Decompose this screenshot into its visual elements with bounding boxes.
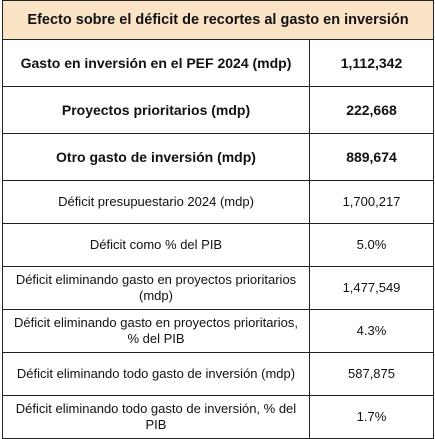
- table-row: Déficit eliminando gasto en proyectos pr…: [2, 309, 434, 353]
- table-row: Déficit eliminando gasto en proyectos pr…: [2, 266, 434, 310]
- table-title: Efecto sobre el déficit de recortes al g…: [2, 0, 434, 40]
- row-label: Déficit eliminando todo gasto de inversi…: [2, 352, 310, 396]
- row-label: Déficit eliminando gasto en proyectos pr…: [2, 266, 310, 310]
- row-value: 889,674: [309, 133, 434, 181]
- row-value: 1,477,549: [309, 266, 434, 310]
- row-label: Proyectos prioritarios (mdp): [2, 86, 310, 134]
- table-row: Déficit eliminando todo gasto de inversi…: [2, 395, 434, 439]
- table-row: Proyectos prioritarios (mdp) 222,668: [2, 86, 434, 134]
- table-row: Gasto en inversión en el PEF 2024 (mdp) 1…: [2, 39, 434, 87]
- row-value: 222,668: [309, 86, 434, 134]
- row-label: Otro gasto de inversión (mdp): [2, 133, 310, 181]
- row-label: Déficit eliminando gasto en proyectos pr…: [2, 309, 310, 353]
- table-row: Déficit eliminando todo gasto de inversi…: [2, 352, 434, 396]
- row-label: Gasto en inversión en el PEF 2024 (mdp): [2, 39, 310, 87]
- table-row: Déficit como % del PIB 5.0%: [2, 223, 434, 267]
- row-label: Déficit eliminando todo gasto de inversi…: [2, 395, 310, 439]
- table-row: Otro gasto de inversión (mdp) 889,674: [2, 133, 434, 181]
- row-label: Déficit como % del PIB: [2, 223, 310, 267]
- row-value: 1,700,217: [309, 180, 434, 224]
- table-row: Déficit presupuestario 2024 (mdp) 1,700,2…: [2, 180, 434, 224]
- row-value: 587,875: [309, 352, 434, 396]
- row-value: 5.0%: [309, 223, 434, 267]
- row-value: 4.3%: [309, 309, 434, 353]
- row-label: Déficit presupuestario 2024 (mdp): [2, 180, 310, 224]
- row-value: 1.7%: [309, 395, 434, 439]
- row-value: 1,112,342: [309, 39, 434, 87]
